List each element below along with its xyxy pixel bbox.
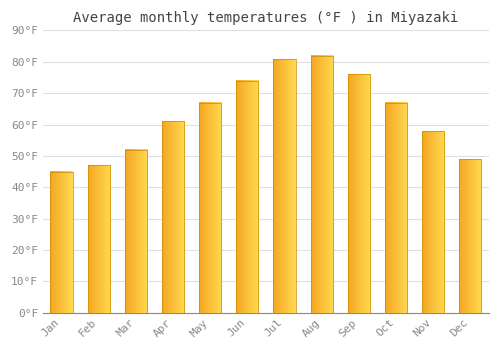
Bar — [50, 172, 72, 313]
Bar — [348, 74, 370, 313]
Bar — [236, 80, 258, 313]
Bar — [385, 103, 407, 313]
Bar — [162, 121, 184, 313]
Bar — [459, 159, 481, 313]
Bar — [422, 131, 444, 313]
Bar — [124, 149, 147, 313]
Bar — [274, 59, 295, 313]
Bar — [199, 103, 222, 313]
Title: Average monthly temperatures (°F ) in Miyazaki: Average monthly temperatures (°F ) in Mi… — [74, 11, 458, 25]
Bar — [88, 165, 110, 313]
Bar — [310, 56, 333, 313]
